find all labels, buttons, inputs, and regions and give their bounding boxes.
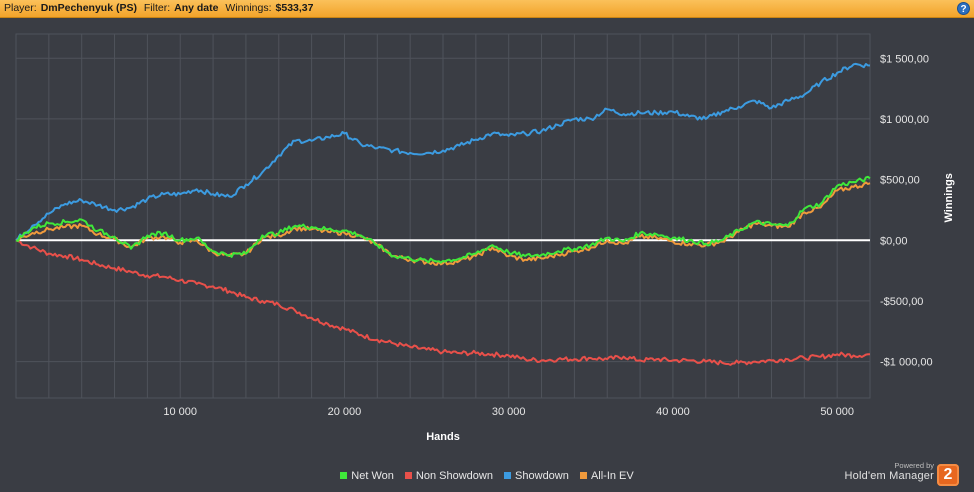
chart-grid <box>15 33 871 399</box>
filter-label: Filter: <box>143 2 171 14</box>
x-tick-label: 40 000 <box>656 406 690 418</box>
series-line-non-showdown <box>15 239 870 366</box>
winnings-value: $533,37 <box>275 2 314 14</box>
legend-label: Showdown <box>515 470 569 482</box>
y-tick-label: $0,00 <box>880 235 908 247</box>
filter-bar: Player: DmPechenyuk (PS) Filter: Any date … <box>0 0 974 18</box>
branding: Powered by Hold'em Manager <box>845 461 934 482</box>
series-line-net-won <box>15 175 871 264</box>
winnings-chart: 10 000 20 000 30 000 40 000 50 000 $1 500,00… <box>15 33 955 443</box>
legend-label: All-In EV <box>590 470 634 482</box>
y-tick-label: $1 000,00 <box>880 114 929 126</box>
legend-item-net-won[interactable]: Net Won <box>340 470 394 482</box>
y-axis-label: Winnings <box>943 173 955 222</box>
help-icon[interactable]: ? <box>957 2 970 15</box>
powered-by-text: Powered by <box>894 461 934 470</box>
legend-swatch <box>404 472 412 479</box>
brand-name: Hold'em Manager <box>844 470 934 482</box>
chart-lines <box>15 62 871 366</box>
filter-value: Any date <box>174 2 219 14</box>
x-axis-ticks: 10 000 20 000 30 000 40 000 50 000 <box>163 406 854 418</box>
winnings-label: Winnings: <box>225 2 272 14</box>
y-tick-label: -$1 000,00 <box>880 357 933 369</box>
legend-item-all-in-ev[interactable]: All-In EV <box>579 470 634 482</box>
y-axis-ticks: $1 500,00 $1 000,00 $500,00 $0,00 -$500,00 -$… <box>880 53 933 368</box>
y-tick-label: $1 500,00 <box>880 53 929 65</box>
y-tick-label: $500,00 <box>880 175 920 187</box>
chart-legend: Net Won Non Showdown Showdown All-In EV <box>0 470 974 482</box>
x-tick-label: 30 000 <box>492 406 526 418</box>
x-tick-label: 20 000 <box>328 406 362 418</box>
legend-label: Net Won <box>351 470 394 482</box>
legend-swatch <box>504 472 512 479</box>
x-tick-label: 10 000 <box>163 406 197 418</box>
brand-logo: 2 <box>937 464 959 486</box>
player-value: DmPechenyuk (PS) <box>40 2 137 14</box>
series-line-showdown <box>15 62 871 242</box>
legend-item-non-showdown[interactable]: Non Showdown <box>404 470 493 482</box>
legend-swatch <box>579 472 587 479</box>
legend-item-showdown[interactable]: Showdown <box>504 470 569 482</box>
player-label: Player: <box>4 2 37 14</box>
legend-label: Non Showdown <box>415 470 493 482</box>
x-tick-label: 50 000 <box>820 406 854 418</box>
x-axis-label: Hands <box>426 431 460 443</box>
y-tick-label: -$500,00 <box>880 296 923 308</box>
legend-swatch <box>340 472 348 479</box>
